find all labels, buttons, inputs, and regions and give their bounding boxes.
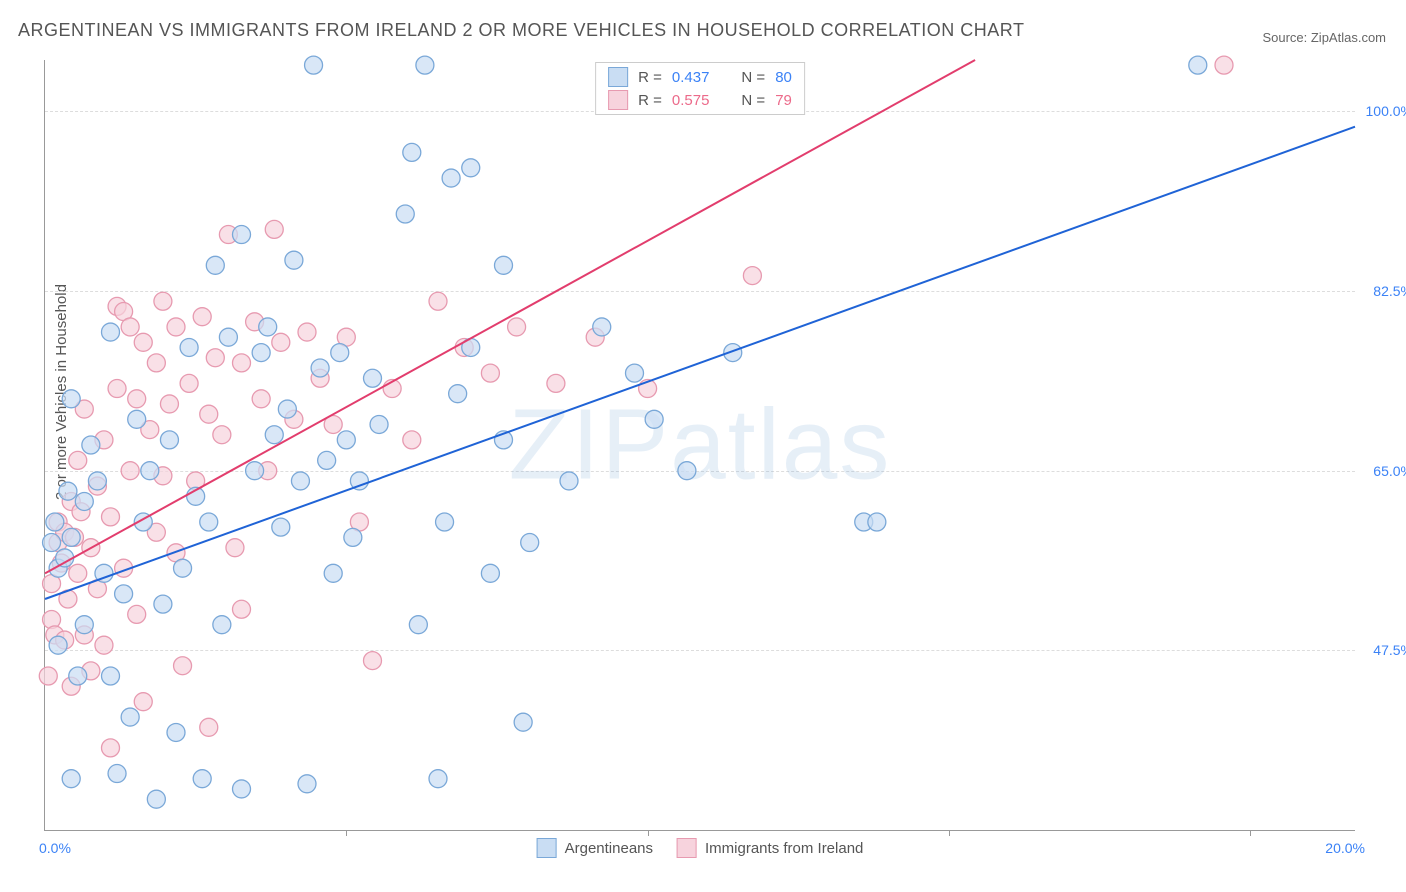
source-attribution: Source: ZipAtlas.com xyxy=(1262,30,1386,45)
n-label: N = xyxy=(741,69,765,86)
legend-item-argentinean: Argentineans xyxy=(537,838,653,858)
swatch-pink xyxy=(608,90,628,110)
y-tick-label: 65.0% xyxy=(1373,463,1406,479)
r-value-pink: 0.575 xyxy=(672,92,710,109)
y-tick-label: 100.0% xyxy=(1366,103,1406,119)
bottom-legend: Argentineans Immigrants from Ireland xyxy=(537,838,864,858)
x-tick-max: 20.0% xyxy=(1325,840,1365,856)
stats-row-irish: R = 0.575 N = 79 xyxy=(608,90,792,110)
stats-row-argentinean: R = 0.437 N = 80 xyxy=(608,67,792,87)
scatter-svg xyxy=(45,60,1355,830)
n-label: N = xyxy=(741,92,765,109)
swatch-blue xyxy=(537,838,557,858)
plot-area: 2 or more Vehicles in Household 47.5%65.… xyxy=(44,60,1355,831)
n-value-blue: 80 xyxy=(775,69,792,86)
x-tick-min: 0.0% xyxy=(39,840,71,856)
r-label: R = xyxy=(638,69,662,86)
n-value-pink: 79 xyxy=(775,92,792,109)
legend-label: Argentineans xyxy=(565,840,653,857)
chart-title: ARGENTINEAN VS IMMIGRANTS FROM IRELAND 2… xyxy=(18,20,1024,41)
swatch-blue xyxy=(608,67,628,87)
legend-item-irish: Immigrants from Ireland xyxy=(677,838,863,858)
r-label: R = xyxy=(638,92,662,109)
y-tick-label: 47.5% xyxy=(1373,642,1406,658)
y-tick-label: 82.5% xyxy=(1373,283,1406,299)
swatch-pink xyxy=(677,838,697,858)
legend-label: Immigrants from Ireland xyxy=(705,840,863,857)
r-value-blue: 0.437 xyxy=(672,69,710,86)
stats-legend: R = 0.437 N = 80 R = 0.575 N = 79 xyxy=(595,62,805,115)
